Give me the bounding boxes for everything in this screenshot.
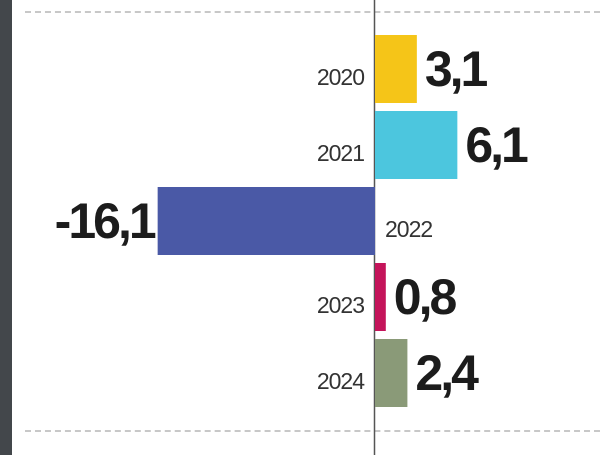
year-label-2024: 2024 xyxy=(317,368,365,394)
year-label-2020: 2020 xyxy=(317,64,364,90)
value-label-2023: 0,8 xyxy=(394,269,457,325)
value-label-2024: 2,4 xyxy=(415,345,479,401)
bar-2020 xyxy=(375,35,417,103)
year-label-2023: 2023 xyxy=(317,292,364,318)
value-label-2021: 6,1 xyxy=(465,117,528,173)
top-dashed-line xyxy=(25,11,600,13)
value-label-2022: -16,1 xyxy=(55,193,156,249)
bar-2022 xyxy=(157,187,375,255)
bottom-dashed-line xyxy=(25,430,600,432)
bar-2021 xyxy=(375,111,458,179)
bar-2023 xyxy=(375,263,386,331)
left-border xyxy=(0,0,12,455)
bar-2024 xyxy=(375,339,408,407)
value-label-2020: 3,1 xyxy=(425,41,488,97)
year-label-2021: 2021 xyxy=(317,140,364,166)
year-label-2022: 2022 xyxy=(385,216,432,242)
